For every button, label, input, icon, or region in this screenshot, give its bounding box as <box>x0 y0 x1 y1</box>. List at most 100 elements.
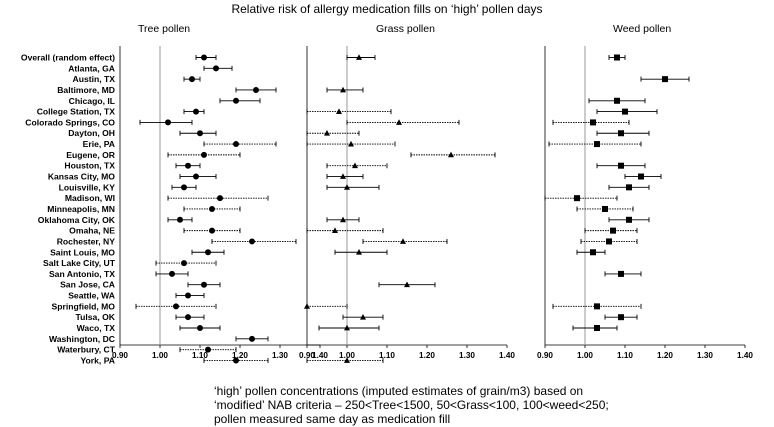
x-tick-label: 0.90 <box>537 351 553 360</box>
point-marker <box>356 249 362 255</box>
point-marker <box>213 65 219 72</box>
point-marker <box>590 249 596 256</box>
point-marker <box>590 119 596 126</box>
point-marker <box>344 324 350 331</box>
point-marker <box>233 97 239 104</box>
footnote-line-1: ‘high’ pollen concentrations (imputed es… <box>214 384 584 398</box>
x-tick-label: 1.10 <box>617 351 633 360</box>
point-marker <box>173 303 179 310</box>
row-label: Omaha, NE <box>69 226 115 236</box>
point-marker <box>181 184 187 191</box>
point-marker <box>181 260 187 267</box>
point-marker <box>336 108 342 114</box>
row-label: Houston, TX <box>64 161 115 171</box>
point-marker <box>177 216 183 223</box>
x-tick-label: 0.90 <box>299 351 315 360</box>
point-marker <box>344 184 350 190</box>
point-marker <box>169 270 175 277</box>
row-label: Seattle, WA <box>68 291 115 301</box>
row-label: Atlanta, GA <box>68 63 115 73</box>
row-label: York, PA <box>80 355 115 365</box>
point-marker <box>396 119 402 125</box>
row-label: Overall (random effect) <box>21 53 115 63</box>
row-label: San Antonio, TX <box>49 269 115 279</box>
point-marker <box>185 292 191 299</box>
x-tick-label: 1.40 <box>499 351 515 360</box>
point-marker <box>348 140 354 147</box>
point-marker <box>304 303 310 309</box>
point-marker <box>614 54 620 61</box>
row-label: Louisville, KY <box>59 182 116 192</box>
x-tick-label: 1.00 <box>577 351 593 360</box>
x-tick-label: 1.30 <box>272 351 288 360</box>
point-marker <box>165 119 171 126</box>
point-marker <box>217 195 223 202</box>
row-label: Madison, WI <box>65 193 115 203</box>
x-tick-label: 1.40 <box>312 351 328 360</box>
point-marker <box>197 325 203 331</box>
x-tick-label: 1.30 <box>459 351 475 360</box>
row-label: College Station, TX <box>37 107 116 117</box>
point-marker <box>185 314 191 321</box>
row-label: Tulsa, OK <box>76 312 116 322</box>
point-marker <box>448 151 454 158</box>
point-marker <box>332 227 338 234</box>
chart-footnote: ‘high’ pollen concentrations (imputed es… <box>214 384 654 426</box>
point-marker <box>356 54 362 60</box>
point-marker <box>340 173 346 179</box>
point-marker <box>404 281 410 288</box>
point-marker <box>197 130 203 137</box>
row-label: Salt Lake City, UT <box>43 258 116 268</box>
x-tick-label: 1.10 <box>192 351 208 360</box>
point-marker <box>400 238 406 244</box>
point-marker <box>610 227 616 234</box>
point-marker <box>209 205 215 212</box>
point-marker <box>622 108 628 115</box>
footnote-line-2: ‘modified’ NAB criteria – 250<Tree<1500,… <box>214 398 609 412</box>
x-tick-label: 1.20 <box>419 351 435 360</box>
point-marker <box>344 357 350 363</box>
point-marker <box>201 281 207 288</box>
x-tick-label: 1.20 <box>657 351 673 360</box>
panel-title: Grass pollen <box>376 23 435 35</box>
row-label: Eugene, OR <box>66 150 115 160</box>
point-marker <box>626 184 632 191</box>
row-label: Oklahoma City, OK <box>38 215 116 225</box>
row-label: Baltimore, MD <box>57 85 115 95</box>
row-label: Rochester, NY <box>57 236 116 246</box>
point-marker <box>201 54 207 61</box>
row-label: Dayton, OH <box>68 128 115 138</box>
point-marker <box>602 205 608 212</box>
row-label: San Jose, CA <box>60 280 115 290</box>
point-marker <box>205 346 211 353</box>
point-marker <box>614 97 620 104</box>
x-tick-label: 1.10 <box>379 351 395 360</box>
point-marker <box>233 357 239 364</box>
x-tick-label: 1.00 <box>152 351 168 360</box>
point-marker <box>340 86 346 93</box>
point-marker <box>594 141 600 148</box>
panel-title: Tree pollen <box>138 23 190 35</box>
x-tick-label: 0.90 <box>112 351 128 360</box>
point-marker <box>249 335 255 342</box>
panel-title: Weed pollen <box>613 23 671 35</box>
point-marker <box>340 216 346 223</box>
point-marker <box>189 76 195 83</box>
point-marker <box>324 130 330 136</box>
row-label: Minneapolis, MN <box>47 204 115 214</box>
row-label: Kansas City, MO <box>48 172 115 182</box>
x-tick-label: 1.00 <box>339 351 355 360</box>
point-marker <box>360 313 366 320</box>
point-marker <box>205 249 211 256</box>
point-marker <box>193 173 199 180</box>
point-marker <box>253 86 259 93</box>
point-marker <box>574 195 580 202</box>
point-marker <box>233 141 239 148</box>
point-marker <box>618 130 624 137</box>
point-marker <box>352 162 358 169</box>
x-tick-label: 1.30 <box>697 351 713 360</box>
point-marker <box>618 314 624 321</box>
point-marker <box>185 162 191 169</box>
point-marker <box>594 325 600 331</box>
